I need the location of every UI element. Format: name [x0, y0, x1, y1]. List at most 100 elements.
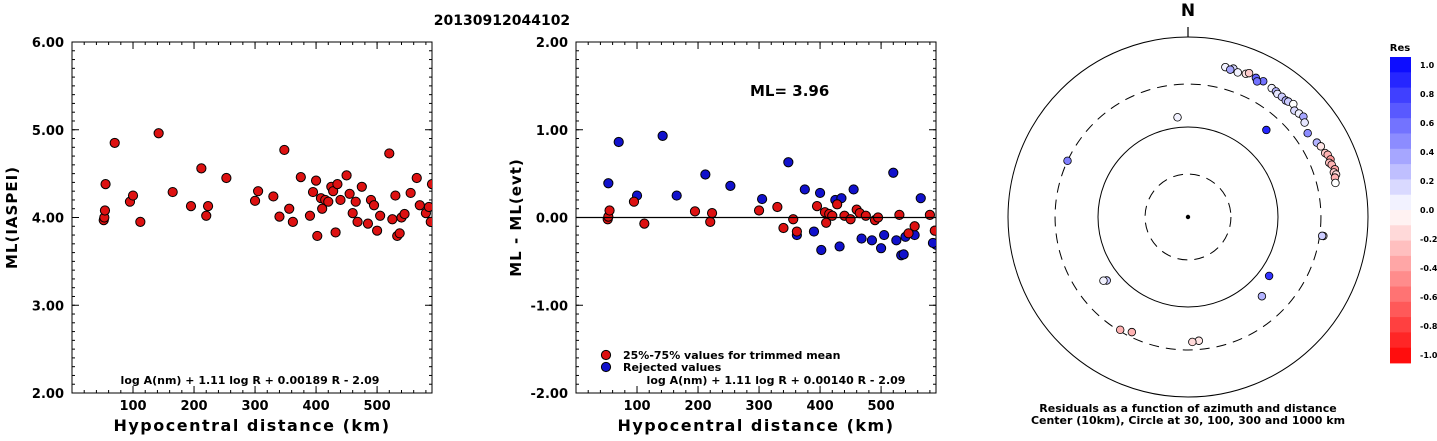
rejected-point: [866, 235, 878, 246]
y-axis-label: ML - ML(evt): [507, 158, 525, 276]
colorbar-band: [1390, 118, 1411, 134]
colorbar-tick-label: -0.4: [1420, 264, 1437, 273]
rejected-point: [834, 241, 845, 252]
y-tick-label: 0.00: [536, 212, 568, 227]
data-point: [135, 216, 146, 227]
station-marker: [1303, 129, 1312, 138]
data-point: [167, 186, 178, 198]
data-point: [352, 216, 363, 227]
trimmed-point: [903, 228, 914, 239]
trimmed-point: [778, 222, 789, 234]
colorbar-band: [1390, 271, 1411, 287]
data-point: [399, 208, 410, 220]
colorbar-band: [1390, 317, 1411, 333]
panel-residual-vs-distance: -2.00 -1.00 0.00 1.00 2.00 100 200 300 400 500 Hyp…: [507, 36, 937, 435]
trimmed-point: [604, 205, 615, 216]
station-marker: [1317, 231, 1327, 241]
distance-ring: [1054, 83, 1322, 351]
distance-ring: [1144, 173, 1232, 261]
colorbar-band: [1390, 240, 1411, 257]
trimmed-point: [909, 221, 920, 232]
colorbar-band: [1390, 301, 1411, 318]
epicenter-dot: [1185, 214, 1191, 220]
data-point: [185, 200, 197, 212]
colorbar-tick-label: 0.6: [1420, 119, 1435, 128]
y-tick-label: 1.00: [536, 124, 568, 139]
rejected-point: [879, 229, 890, 241]
trimmed-point: [821, 217, 832, 228]
trimmed-point: [929, 225, 936, 236]
colorbar-tick-label: -0.8: [1420, 322, 1437, 331]
data-point: [356, 181, 367, 192]
y-tick-label: 2.00: [32, 387, 64, 402]
station-marker: [1252, 77, 1262, 86]
colorbar-band: [1390, 133, 1411, 150]
data-point: [362, 218, 374, 229]
data-point: [390, 190, 401, 201]
colorbar-title: Res: [1390, 43, 1410, 54]
legend-marker-rejected: [600, 361, 612, 373]
trimmed-point: [845, 214, 856, 225]
colorbar-band: [1390, 72, 1411, 88]
y-axis-label: ML(IASPEI): [3, 166, 21, 269]
y-tick-label: 5.00: [32, 124, 64, 139]
data-point: [287, 216, 298, 227]
data-point: [335, 194, 346, 206]
data-point: [284, 203, 295, 214]
data-point: [323, 196, 334, 207]
colorbar-band: [1390, 194, 1411, 211]
data-point: [109, 137, 120, 149]
rejected-point: [671, 190, 682, 201]
trimmed-point: [832, 199, 843, 210]
rejected-point: [891, 235, 902, 246]
colorbar-band: [1390, 164, 1411, 180]
data-point: [368, 200, 380, 211]
data-point: [371, 225, 383, 236]
x-tick-label: 100: [623, 399, 650, 414]
data-point: [249, 195, 261, 206]
distance-ring: [1007, 36, 1369, 398]
colorbar-band: [1390, 87, 1411, 104]
trimmed-point: [705, 216, 716, 227]
formula-label: log A(nm) + 1.11 log R + 0.00140 R - 2.0…: [647, 374, 906, 387]
data-point: [332, 179, 343, 190]
distance-ring: [1097, 126, 1279, 308]
data-point: [253, 186, 264, 197]
colorbar-band: [1390, 225, 1411, 241]
trimmed-point: [628, 196, 640, 207]
y-tick-label: -1.00: [531, 299, 568, 314]
station-marker: [1257, 292, 1267, 301]
y-tick-label: 2.00: [536, 36, 568, 51]
x-tick-label: 500: [868, 399, 895, 414]
page-title: 20130912044102: [434, 13, 570, 29]
rejected-point: [888, 167, 899, 178]
station-marker: [1244, 68, 1254, 78]
rejected-point: [799, 184, 810, 195]
rejected-point: [848, 184, 859, 195]
trimmed-point: [772, 201, 783, 213]
data-point: [127, 190, 139, 201]
station-marker: [1188, 337, 1197, 347]
north-label: N: [1181, 1, 1195, 21]
trimmed-point: [706, 208, 718, 219]
colorbar-tick-label: -0.6: [1420, 293, 1437, 302]
polar-caption-line2: Center (10km), Circle at 30, 100, 300 an…: [1031, 414, 1345, 427]
y-tick-label: 6.00: [32, 36, 64, 51]
rejected-point: [915, 193, 926, 204]
data-point: [384, 148, 395, 159]
panel-azimuth-residuals: N Residuals as a function of azimuth and …: [1007, 1, 1437, 427]
station-marker: [1127, 327, 1137, 337]
colorbar-band: [1390, 210, 1411, 226]
colorbar-band: [1390, 57, 1411, 73]
rejected-point: [757, 193, 768, 205]
data-point: [310, 175, 322, 186]
colorbar-tick-label: 0.0: [1420, 206, 1435, 215]
x-tick-label: 500: [364, 399, 391, 414]
colorbar-band: [1390, 148, 1411, 165]
trimmed-point: [791, 226, 802, 237]
colorbar-band: [1390, 347, 1411, 364]
data-point: [426, 179, 432, 190]
data-point: [317, 203, 328, 214]
data-point: [350, 196, 361, 207]
